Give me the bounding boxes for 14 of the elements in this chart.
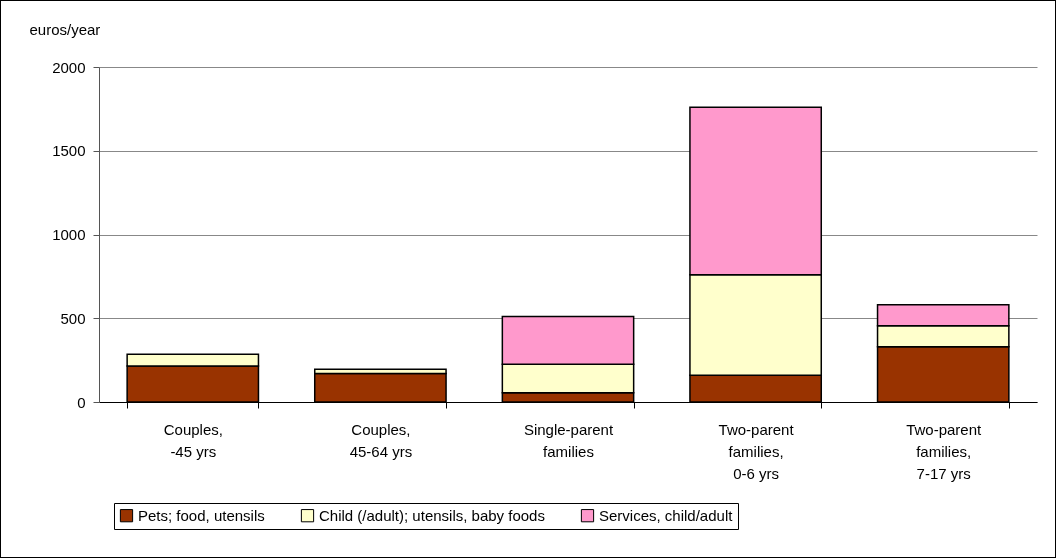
x-tick-label: Two-parent families, 7-17 yrs — [906, 420, 983, 482]
y-tick-label: 0 — [77, 393, 86, 411]
y-axis-title: euros/year — [29, 20, 101, 38]
legend-label: Pets; food, utensils — [138, 506, 265, 524]
x-tick-label: Couples, -45 yrs — [163, 420, 223, 460]
legend-label: Child (/adult); utensils, baby foods — [319, 506, 545, 524]
x-tick-label: Single-parent families — [523, 420, 614, 460]
x-tick-label: Couples, 45-64 yrs — [349, 420, 413, 460]
x-tick-label: Two-parent families, 0-6 yrs — [718, 420, 795, 482]
legend-label: Services, child/adult — [599, 506, 734, 524]
y-tick-label: 2000 — [52, 58, 86, 76]
y-tick-label: 500 — [60, 309, 86, 327]
y-tick-label: 1000 — [52, 226, 86, 243]
y-tick-label: 1500 — [52, 142, 86, 160]
